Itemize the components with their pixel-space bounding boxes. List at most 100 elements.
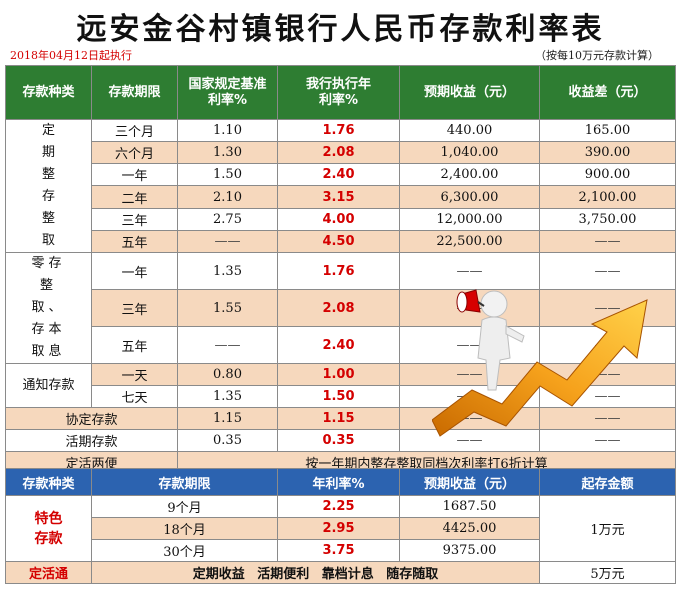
expected-return-cell: 2,400.00 [399,163,540,187]
bank-rate-cell: 4.50 [277,229,400,254]
return-diff-cell: 2,100.00 [539,185,676,209]
bank-rate-cell: 0.35 [277,429,400,452]
base-rate-cell: 1.15 [177,407,278,430]
table-row: 零存整取、存本取息 一年 1.35 1.76 —— —— [5,252,676,364]
base-rate-cell: 1.35 [177,385,278,408]
group-notice-deposit: 通知存款 [5,363,92,408]
term-cell: 六个月 [91,141,178,165]
base-rate-cell: 1.55 [177,289,278,327]
table-row: 三年 1.55 2.08 —— —— [6,289,676,327]
base-rate-cell: —— [177,229,278,254]
term-cell: 二年 [91,185,178,209]
rate-table-special: 存款种类 存款期限 年利率% 预期收益（元） 起存金额 特色存款 9个月 2.2… [5,468,676,584]
header-base-rate: 国家规定基准利率% [177,65,278,120]
base-rate-cell: 1.30 [177,141,278,165]
header-min-amount: 起存金额 [539,468,676,496]
term-cell: 五年 [91,229,178,254]
expected-return-cell: 1687.50 [399,495,540,518]
table-row: 二年 2.10 3.15 6,300.00 2,100.00 [6,185,676,209]
expected-return-cell: 9375.00 [399,539,540,562]
annual-rate-cell: 2.25 [277,495,400,518]
term-cell: 一年 [91,252,178,290]
upward-trend-arrow-icon [432,299,648,437]
header-annual-rate: 年利率% [277,468,400,496]
term-cell: 30个月 [91,539,278,562]
header-bank-rate: 我行执行年利率% [277,65,400,120]
bank-rate-cell: 1.50 [277,385,400,408]
table-row: 五年 —— 4.50 22,500.00 —— [6,229,676,254]
expected-return-cell: 12,000.00 [399,207,540,231]
bank-rate-cell: 1.76 [277,252,400,290]
return-diff-cell: 390.00 [539,141,676,165]
return-diff-cell: —— [539,407,676,430]
expected-return-cell: 6,300.00 [399,185,540,209]
rate-table-main: 存款种类 存款期限 国家规定基准利率% 我行执行年利率% 预期收益（元） 收益差… [5,65,676,474]
base-rate-cell: 1.10 [177,118,278,143]
term-cell: 9个月 [91,495,278,518]
table-row: 一年 1.50 2.40 2,400.00 900.00 [6,163,676,187]
table-row: 18个月 2.95 4425.00 [6,517,676,540]
header-deposit-type: 存款种类 [5,468,92,496]
bank-rate-cell: 2.08 [277,141,400,165]
base-rate-cell: 0.35 [177,429,278,452]
annual-rate-cell: 2.95 [277,517,400,540]
term-cell: 五年 [91,326,178,364]
person-with-megaphone-icon [456,289,525,391]
table-row: 定期整存整取 三个月 1.10 1.76 440.00 165.00 [5,118,676,253]
calculation-basis-note: （按每10万元存款计算） [535,49,659,62]
header-deposit-type: 存款种类 [5,65,92,120]
term-cell: 一年 [91,163,178,187]
table-row: 30个月 3.75 9375.00 [6,539,676,562]
term-cell: 三年 [91,289,178,327]
page-title: 远安金谷村镇银行人民币存款利率表 [76,12,605,47]
agreement-deposit-label: 协定存款 [5,407,178,430]
expected-return-cell: 440.00 [399,118,540,143]
dinghuotong-description: 定期收益 活期便利 靠档计息 随存随取 [91,561,540,584]
table-row: 特色存款 9个月 2.25 1687.50 1万元 [5,495,676,562]
dinghuotong-label: 定活通 [5,561,92,584]
return-diff-cell: 900.00 [539,163,676,187]
expected-return-cell: —— [399,252,540,290]
demand-deposit-label: 活期存款 [5,429,178,452]
bank-rate-cell: 2.40 [277,163,400,187]
table-row: 定活通 定期收益 活期便利 靠档计息 随存随取 5万元 [5,561,676,584]
effective-date-note: 2018年04月12日起执行 [10,49,132,62]
return-diff-cell: —— [539,252,676,290]
base-rate-cell: 1.35 [177,252,278,290]
table-row: 六个月 1.30 2.08 1,040.00 390.00 [6,141,676,165]
header-term: 存款期限 [91,65,178,120]
term-cell: 七天 [91,385,178,408]
header-return-diff: 收益差（元） [539,65,676,120]
table-header-row: 存款种类 存款期限 国家规定基准利率% 我行执行年利率% 预期收益（元） 收益差… [5,65,676,120]
group-lump-deposit: 零存整取、存本取息 [5,252,92,364]
expected-return-cell: —— [399,363,540,386]
base-rate-cell: 0.80 [177,363,278,386]
annual-rate-cell: 3.75 [277,539,400,562]
base-rate-cell: 2.75 [177,207,278,231]
term-cell: 三个月 [91,118,178,143]
table-row: 协定存款 1.15 1.15 —— —— [5,407,676,430]
min-amount-cell: 1万元 [539,495,676,562]
growth-arrow-illustration [432,289,648,437]
term-cell: 一天 [91,363,178,386]
bank-rate-cell: 2.40 [277,326,400,364]
return-diff-cell: 165.00 [539,118,676,143]
bank-rate-cell: 2.08 [277,289,400,327]
base-rate-cell: 2.10 [177,185,278,209]
term-cell: 18个月 [91,517,278,540]
term-cell: 三年 [91,207,178,231]
bank-rate-cell: 3.15 [277,185,400,209]
header-expected-return: 预期收益（元） [399,65,540,120]
bank-rate-cell: 4.00 [277,207,400,231]
expected-return-cell: 22,500.00 [399,229,540,254]
base-rate-cell: —— [177,326,278,364]
expected-return-cell: 1,040.00 [399,141,540,165]
header-expected-return: 预期收益（元） [399,468,540,496]
expected-return-cell: 4425.00 [399,517,540,540]
bank-rate-cell: 1.00 [277,363,400,386]
min-amount-cell: 5万元 [539,561,676,584]
return-diff-cell: —— [539,229,676,254]
return-diff-cell: 3,750.00 [539,207,676,231]
group-fixed-deposit: 定期整存整取 [5,119,92,253]
bank-rate-cell: 1.76 [277,118,400,143]
